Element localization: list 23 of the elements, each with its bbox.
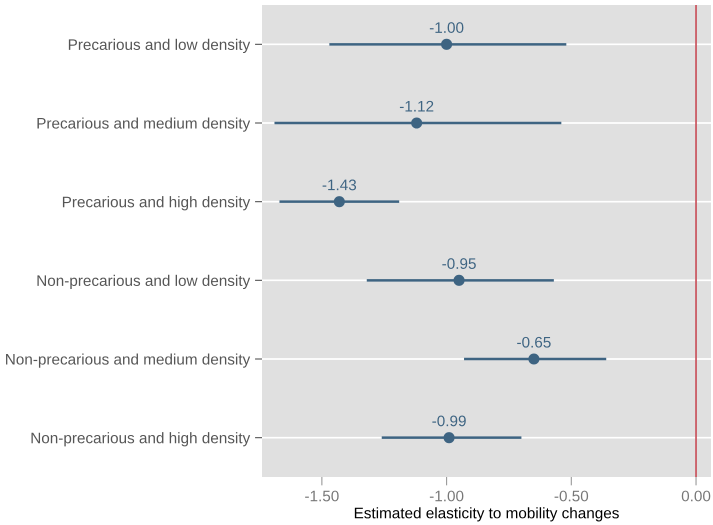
data-label: -1.00 — [430, 22, 464, 33]
point — [454, 274, 465, 286]
y-tick-label: Precarious and low density — [68, 38, 250, 54]
data-label: -1.43 — [322, 179, 356, 190]
x-tick-label: 0.00 — [682, 490, 710, 502]
point — [444, 432, 455, 444]
point — [441, 38, 452, 50]
x-tick-label: -1.50 — [305, 490, 339, 502]
y-tick-label: Non-precarious and medium density — [6, 353, 250, 368]
y-tick-label: Precarious and high density — [62, 196, 250, 210]
x-tick-label: -0.50 — [554, 490, 588, 502]
x-axis-title: Estimated elasticity to mobility changes — [354, 507, 619, 522]
point — [411, 117, 422, 129]
point — [528, 353, 540, 365]
y-tick-label: Non-precarious and low density — [37, 274, 250, 290]
data-label: -0.95 — [442, 258, 476, 269]
x-tick-label: -1.00 — [430, 490, 464, 502]
point — [334, 196, 345, 208]
data-label: -0.99 — [432, 415, 466, 426]
y-tick-label: Non-precarious and high density — [32, 432, 250, 446]
data-label: -0.65 — [517, 336, 551, 348]
data-label: -1.12 — [400, 100, 434, 112]
y-tick-label: Precarious and medium density — [37, 117, 250, 132]
